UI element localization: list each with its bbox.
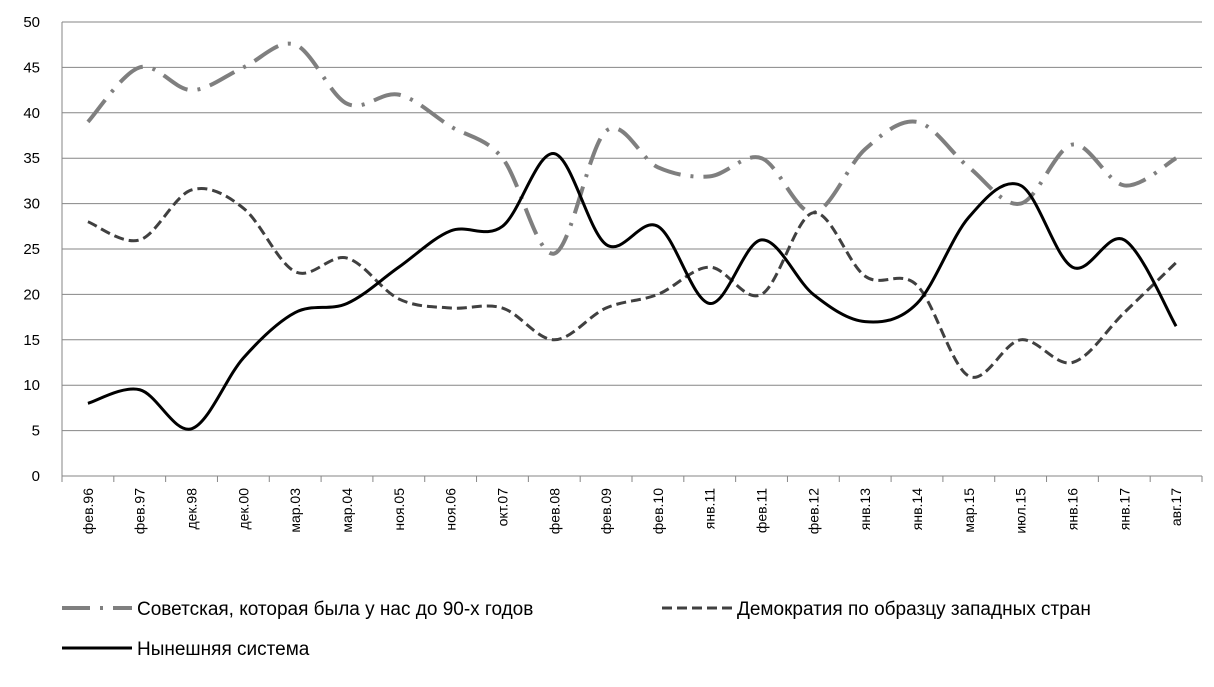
x-tick-label: ноя.06 bbox=[443, 488, 459, 531]
x-tick-label: мар.04 bbox=[339, 488, 355, 533]
series-line bbox=[87, 152, 1178, 431]
y-tick-label: 30 bbox=[23, 196, 40, 213]
x-tick-label: мар.15 bbox=[961, 488, 977, 533]
x-tick-label: фев.11 bbox=[754, 488, 770, 533]
y-tick-label: 45 bbox=[23, 59, 40, 76]
y-tick-label: 20 bbox=[23, 286, 40, 303]
x-tick-label: янв.11 bbox=[702, 488, 718, 529]
x-tick-label: фев.09 bbox=[598, 488, 614, 534]
x-tick-label: мар.03 bbox=[287, 488, 303, 533]
x-tick-label: янв.13 bbox=[857, 488, 873, 530]
y-tick-label: 0 bbox=[32, 468, 40, 485]
legend-label: Нынешняя система bbox=[137, 639, 310, 660]
y-tick-label: 15 bbox=[23, 332, 40, 349]
x-tick-label: июл.15 bbox=[1013, 488, 1029, 534]
x-tick-label: дек.00 bbox=[235, 488, 251, 530]
x-tick-label: авг.17 bbox=[1168, 488, 1184, 526]
legend-label: Демократия по образцу западных стран bbox=[737, 599, 1091, 620]
y-tick-label: 50 bbox=[23, 14, 40, 31]
x-tick-label: фев.08 bbox=[546, 488, 562, 534]
x-tick-label: янв.14 bbox=[909, 488, 925, 530]
x-tick-label: дек.98 bbox=[184, 488, 200, 530]
legend-label: Советская, которая была у нас до 90-х го… bbox=[137, 599, 533, 620]
x-tick-label: ноя.05 bbox=[391, 488, 407, 531]
x-tick-label: фев.10 bbox=[650, 488, 666, 534]
x-tick-label: фев.97 bbox=[132, 488, 148, 534]
x-tick-label: окт.07 bbox=[494, 488, 510, 527]
y-tick-label: 25 bbox=[23, 241, 40, 258]
y-tick-label: 10 bbox=[23, 377, 40, 394]
x-tick-label: фев.96 bbox=[80, 488, 96, 534]
y-tick-label: 35 bbox=[23, 150, 40, 167]
series-line bbox=[87, 187, 1178, 379]
series-line bbox=[86, 41, 1178, 256]
x-tick-label: янв.16 bbox=[1064, 488, 1080, 530]
x-tick-label: янв.17 bbox=[1116, 488, 1132, 530]
x-tick-label: фев.12 bbox=[805, 488, 821, 534]
y-tick-label: 40 bbox=[23, 105, 40, 122]
y-tick-label: 5 bbox=[32, 423, 40, 440]
